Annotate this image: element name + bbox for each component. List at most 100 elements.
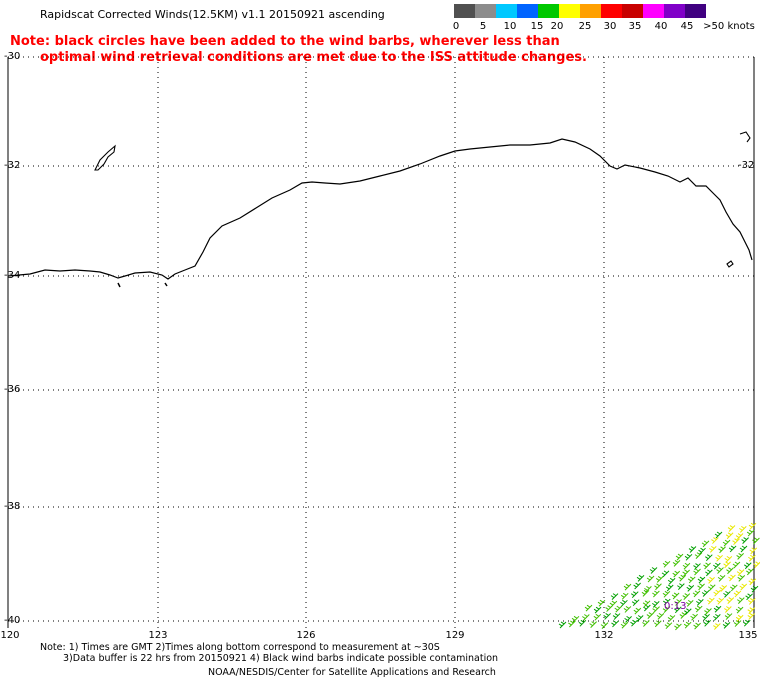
wind-barb xyxy=(749,547,758,555)
wind-barb xyxy=(739,545,748,553)
colorbar-swatch xyxy=(580,4,601,18)
colorbar-swatch xyxy=(475,4,496,18)
wind-barb xyxy=(693,563,701,570)
colorbar-label: 30 xyxy=(603,21,617,32)
wind-barb xyxy=(636,574,645,582)
wind-barb xyxy=(737,597,745,604)
wind-barb xyxy=(715,554,723,562)
wind-barb xyxy=(685,599,694,607)
islet xyxy=(726,260,734,268)
wind-barb xyxy=(698,547,706,555)
wind-barb xyxy=(646,575,655,583)
wind-barb xyxy=(736,552,744,560)
wind-barb xyxy=(739,525,747,533)
wind-barb xyxy=(653,620,662,628)
wind-barb xyxy=(611,620,619,628)
wind-barb xyxy=(724,613,733,620)
wind-barb xyxy=(747,613,756,620)
wind-barb xyxy=(707,584,716,592)
wind-barb xyxy=(703,562,711,570)
lat-label-38: -38 xyxy=(4,501,21,512)
colorbar-label: 45 xyxy=(680,21,694,32)
wind-barb xyxy=(630,619,638,627)
wind-barb xyxy=(709,545,717,553)
footer-credit: NOAA/NESDIS/Center for Satellite Applica… xyxy=(208,667,496,678)
wind-barb xyxy=(674,599,682,606)
wind-barb xyxy=(630,591,639,599)
wind-barb xyxy=(609,600,618,608)
colorbar-swatch xyxy=(601,4,622,18)
wind-barb xyxy=(707,576,715,584)
wind-barb xyxy=(713,613,721,621)
wind-barb xyxy=(614,605,623,613)
wind-barb xyxy=(612,613,621,620)
wind-barb xyxy=(750,585,759,593)
wind-barb xyxy=(741,537,749,544)
wind-barb xyxy=(745,593,753,601)
wind-barb xyxy=(726,567,734,575)
wind-barb xyxy=(623,583,632,591)
wind-barb xyxy=(633,607,642,615)
wind-barb xyxy=(713,605,722,613)
wind-barb xyxy=(716,597,725,605)
wind-barb xyxy=(705,554,713,562)
wind-barb xyxy=(675,553,684,561)
wind-barb xyxy=(723,590,731,598)
wind-barb xyxy=(694,605,703,613)
wind-barb xyxy=(682,562,691,570)
colorbar-swatch xyxy=(517,4,538,18)
colorbar-swatch xyxy=(559,4,580,18)
wind-barb xyxy=(704,608,712,615)
colorbar-swatch xyxy=(643,4,664,18)
wind-barb xyxy=(722,621,731,629)
wind-barb xyxy=(655,575,664,583)
colorbar-label: 25 xyxy=(578,21,592,32)
wind-barbs xyxy=(558,522,760,631)
wind-barb xyxy=(735,533,744,540)
wind-barb xyxy=(735,606,744,614)
wind-barb xyxy=(642,620,650,627)
wind-barb xyxy=(684,608,692,616)
note-line-1: Note: black circles have been added to t… xyxy=(10,34,560,49)
wind-barb xyxy=(662,590,671,598)
wind-barb xyxy=(693,622,701,630)
lon-label-120: 120 xyxy=(0,630,20,641)
lat-label-40: -40 xyxy=(4,615,21,626)
wind-barb xyxy=(672,559,681,567)
wind-barb xyxy=(662,606,671,614)
wind-barb xyxy=(631,599,640,607)
coast-fragment xyxy=(739,131,751,143)
wind-barb xyxy=(692,590,701,598)
wind-barb xyxy=(568,620,576,628)
wind-barb xyxy=(674,623,682,631)
wind-barb xyxy=(690,613,698,621)
wind-barb xyxy=(571,615,580,623)
colorbar-swatch xyxy=(496,4,517,18)
wind-barb xyxy=(702,613,710,621)
colorbar-label: 10 xyxy=(503,21,517,32)
pass-time-label: 0:13 xyxy=(664,601,687,612)
wind-barb xyxy=(730,584,738,592)
lat-label-36: -36 xyxy=(4,384,21,395)
colorbar-label: 15 xyxy=(530,21,544,32)
wind-barb xyxy=(688,546,697,553)
wind-barb xyxy=(736,569,745,576)
wind-barb xyxy=(652,606,660,613)
wind-barb xyxy=(718,546,726,554)
wind-barb xyxy=(593,613,602,621)
lat-label-34: -34 xyxy=(4,270,21,281)
colorbar-swatch xyxy=(685,4,706,18)
wind-barb xyxy=(600,622,609,629)
wind-barb xyxy=(732,561,741,569)
wind-barb xyxy=(742,619,751,627)
map-title: Rapidscat Corrected Winds(12.5KM) v1.1 2… xyxy=(40,8,385,21)
lon-label-126: 126 xyxy=(296,630,316,641)
wind-barb xyxy=(752,537,760,545)
wind-barb xyxy=(558,621,567,629)
wind-barb xyxy=(717,574,726,582)
coast-rock-1 xyxy=(117,282,121,288)
wind-barb xyxy=(713,562,721,570)
wind-barb xyxy=(584,604,593,612)
wind-barb xyxy=(727,525,736,532)
